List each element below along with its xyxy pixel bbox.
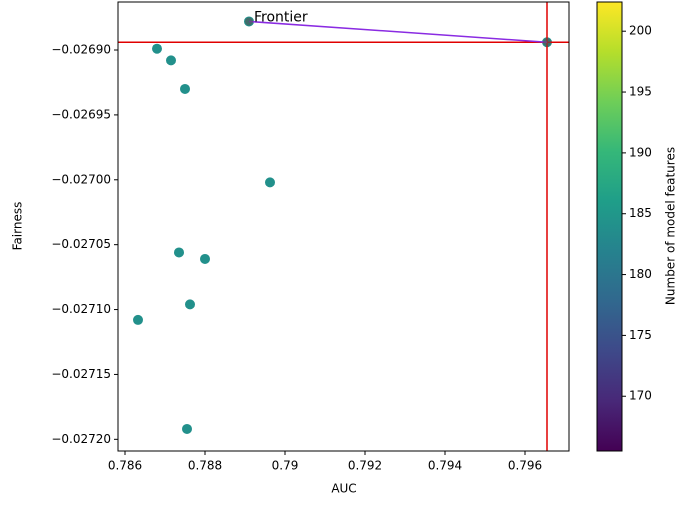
colorbar-label: Number of model features xyxy=(664,147,678,305)
colorbar xyxy=(596,1,623,452)
x-tick-label: 0.792 xyxy=(348,459,382,473)
y-tick-label: −0.02715 xyxy=(51,367,111,381)
data-point xyxy=(152,43,162,54)
data-point xyxy=(180,83,190,94)
x-tick-label: 0.786 xyxy=(108,459,142,473)
frontier-point xyxy=(245,17,253,26)
x-tick-label: 0.796 xyxy=(508,459,542,473)
y-tick-label: −0.02710 xyxy=(51,302,111,316)
y-tick-label: −0.02690 xyxy=(51,43,111,57)
x-tick-label: 0.788 xyxy=(188,459,222,473)
plot-frame xyxy=(117,1,570,452)
x-tick-label: 0.794 xyxy=(428,459,462,473)
data-point xyxy=(133,314,143,325)
data-point xyxy=(185,299,195,310)
colorbar-tick-label: 190 xyxy=(629,145,652,159)
y-tick-label: −0.02695 xyxy=(51,107,111,121)
data-point xyxy=(166,55,176,66)
colorbar-tick-label: 175 xyxy=(629,328,652,342)
x-tick-label: 0.79 xyxy=(272,459,299,473)
colorbar-tick-label: 185 xyxy=(629,206,652,220)
colorbar-tick-label: 200 xyxy=(629,24,652,38)
y-tick-label: −0.02720 xyxy=(51,432,111,446)
colorbar-tick-label: 170 xyxy=(629,389,652,403)
y-tick-label: −0.02705 xyxy=(51,237,111,251)
data-point xyxy=(265,177,275,188)
x-axis-label: AUC xyxy=(331,482,356,496)
y-tick-label: −0.02700 xyxy=(51,172,111,186)
data-point xyxy=(174,247,184,258)
data-point xyxy=(182,423,192,434)
frontier-point xyxy=(543,38,551,47)
data-point xyxy=(200,253,210,264)
colorbar-tick-label: 180 xyxy=(629,267,652,281)
colorbar-tick-label: 195 xyxy=(629,85,652,99)
y-axis-label: Fairness xyxy=(11,202,25,251)
frontier-label: Frontier xyxy=(254,9,308,25)
frontier-line xyxy=(248,20,548,43)
